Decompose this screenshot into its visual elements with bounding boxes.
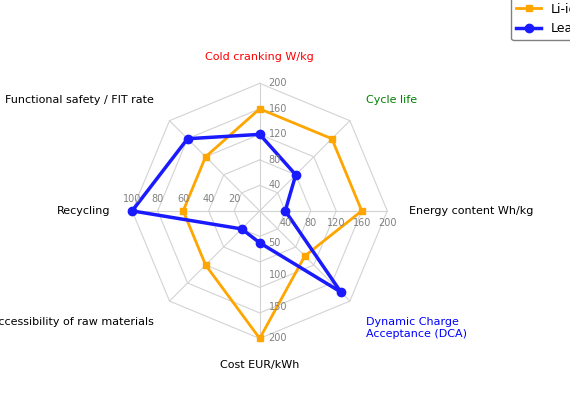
Text: Recycling: Recycling [57, 206, 111, 216]
Text: Cycle life: Cycle life [366, 95, 417, 105]
Text: 20: 20 [228, 194, 241, 204]
Text: 50: 50 [268, 238, 281, 248]
Text: 200: 200 [268, 78, 287, 88]
Text: 150: 150 [268, 302, 287, 312]
Text: Cold cranking W/kg: Cold cranking W/kg [205, 52, 314, 62]
Text: Functional safety / FIT rate: Functional safety / FIT rate [5, 95, 153, 105]
Text: 40: 40 [202, 194, 215, 204]
Text: 160: 160 [268, 104, 287, 114]
Text: Energy content Wh/kg: Energy content Wh/kg [409, 206, 534, 216]
Text: Dynamic Charge
Acceptance (DCA): Dynamic Charge Acceptance (DCA) [366, 317, 467, 339]
Text: Cost EUR/kWh: Cost EUR/kWh [220, 360, 299, 370]
Legend: Li-ion, Lead-acid: Li-ion, Lead-acid [511, 0, 570, 40]
Text: 100: 100 [123, 194, 141, 204]
Text: 100: 100 [268, 270, 287, 280]
Text: 40: 40 [268, 180, 281, 190]
Text: 40: 40 [279, 218, 291, 228]
Text: 120: 120 [268, 129, 287, 139]
Text: 200: 200 [268, 334, 287, 344]
Text: 80: 80 [152, 194, 164, 204]
Text: 200: 200 [378, 218, 397, 228]
Text: 160: 160 [353, 218, 371, 228]
Text: 60: 60 [177, 194, 189, 204]
Text: Accessibility of raw materials: Accessibility of raw materials [0, 317, 153, 327]
Text: 80: 80 [268, 155, 281, 165]
Text: 80: 80 [304, 218, 317, 228]
Text: 120: 120 [327, 218, 345, 228]
